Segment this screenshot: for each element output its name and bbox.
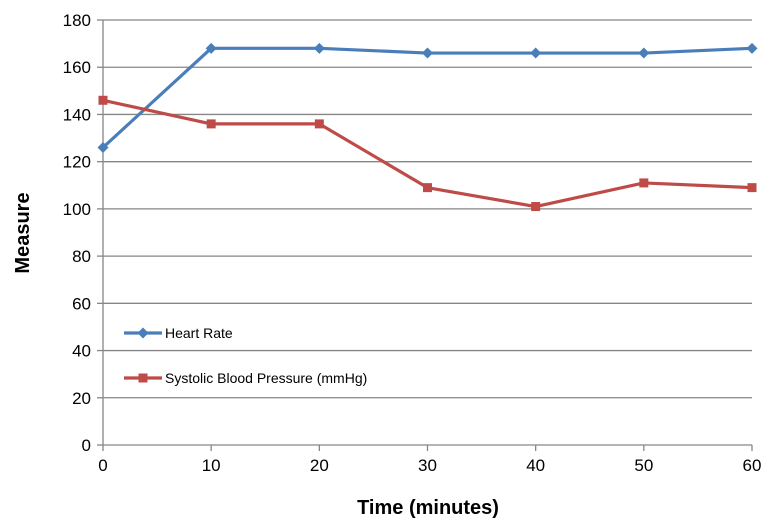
legend-marker-0	[137, 327, 149, 339]
series-1	[98, 95, 757, 212]
series-1-point-3	[423, 183, 432, 193]
y-tick-label-100: 100	[63, 200, 91, 219]
series-0-point-0	[97, 142, 109, 153]
series-1-point-1	[206, 119, 216, 129]
y-tick-label-80: 80	[72, 247, 91, 266]
series-0	[97, 42, 758, 153]
x-tick-label-50: 50	[634, 456, 653, 475]
x-tick-label-40: 40	[526, 456, 545, 475]
gridlines	[103, 19, 752, 399]
series-line-0	[101, 46, 753, 149]
series-0-point-5	[638, 47, 650, 59]
y-tick-label-140: 140	[63, 105, 91, 124]
x-tick-label-20: 20	[310, 456, 329, 475]
series-1-point-6	[747, 183, 757, 193]
series-1-point-5	[639, 178, 649, 188]
series-0-point-3	[422, 47, 433, 59]
series-1-point-0	[98, 95, 108, 105]
y-axis-title: Measure	[12, 192, 34, 273]
x-tick-label-10: 10	[202, 456, 221, 475]
series-0-point-6	[746, 42, 758, 54]
y-tick-labels: 0 20 40 60 80 100 120 140 160 180	[63, 11, 91, 455]
y-tick-label-60: 60	[72, 294, 91, 313]
x-tick-label-30: 30	[418, 456, 437, 475]
y-tick-label-0: 0	[82, 436, 91, 455]
series-0-point-1	[205, 42, 217, 54]
series-0-point-4	[530, 47, 542, 59]
y-tick-label-160: 160	[63, 58, 91, 77]
series-group	[97, 42, 758, 212]
y-tick-label-40: 40	[72, 342, 91, 361]
y-tick-label-20: 20	[72, 389, 91, 408]
x-tick-label-60: 60	[743, 456, 762, 475]
x-tick-label-0: 0	[98, 456, 107, 475]
legend-marker-1	[138, 373, 148, 383]
x-axis-title: Time (minutes)	[357, 497, 499, 519]
legend-label-0: Heart Rate	[165, 325, 233, 341]
series-1-point-4	[531, 202, 541, 212]
axes	[97, 19, 753, 451]
x-tick-labels: 0 10 20 30 40 50 60	[98, 456, 761, 475]
series-1-point-2	[314, 119, 324, 129]
series-0-point-2	[313, 42, 325, 54]
y-tick-label-180: 180	[63, 11, 91, 30]
legend: Heart Rate Systolic Blood Pressure (mmHg)	[124, 325, 367, 386]
y-tick-label-120: 120	[63, 153, 91, 172]
legend-label-1: Systolic Blood Pressure (mmHg)	[165, 370, 367, 386]
